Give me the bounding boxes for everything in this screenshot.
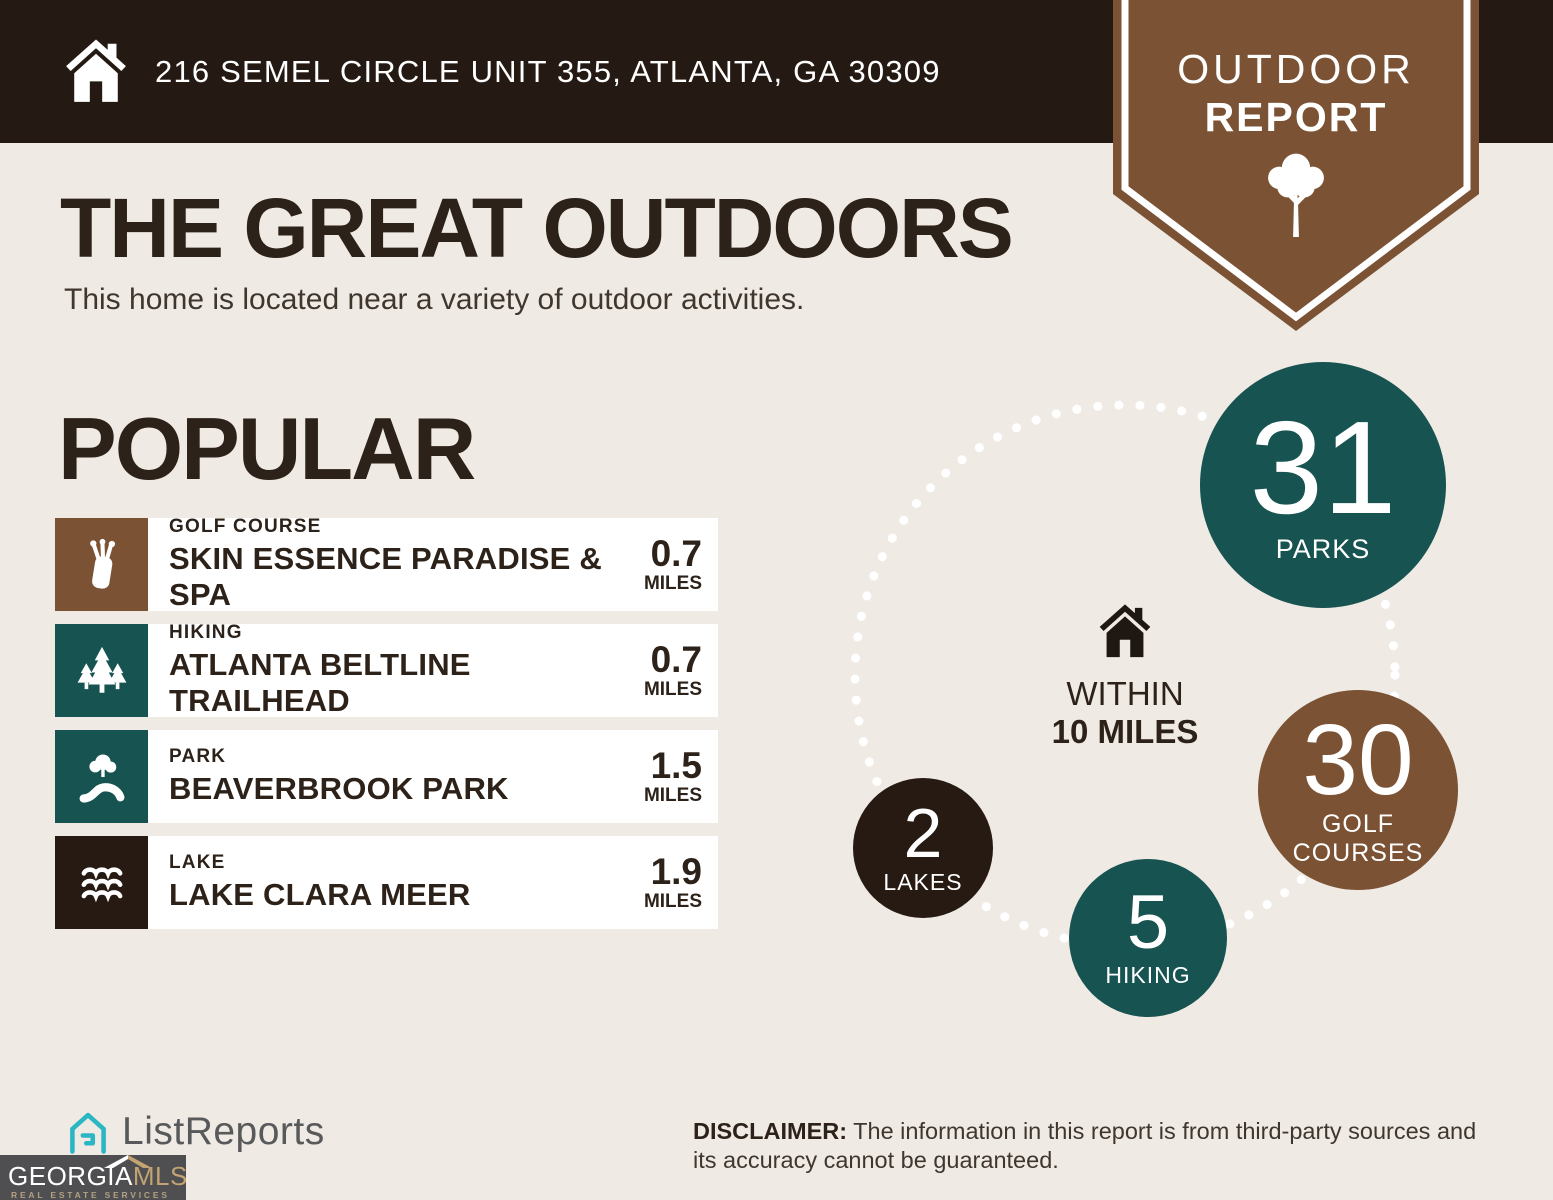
list-item-lake: LAKE LAKE CLARA MEER 1.9 MILES [55,836,718,929]
stat-circle-lakes: 2 LAKES [853,778,993,918]
list-item-golf-course: GOLF COURSE SKIN ESSENCE PARADISE & SPA … [55,516,718,612]
stat-circle-golf-courses: 30 GOLF COURSES [1258,690,1458,890]
badge-title-line1: OUTDOOR [1177,46,1415,92]
stat-label: HIKING [1105,961,1191,988]
park-tree-path-icon [79,754,124,803]
item-category: HIKING [169,622,243,643]
list-item-park: PARK BEAVERBROOK PARK 1.5 MILES [55,730,718,823]
within-label: WITHIN [1066,675,1184,712]
mls-suffix: MLS [132,1161,186,1191]
property-address: 216 SEMEL CIRCLE UNIT 355, ATLANTA, GA 3… [155,53,941,89]
item-category: GOLF COURSE [169,516,322,537]
distance-unit: MILES [643,890,702,912]
stat-value: 30 [1302,703,1414,816]
stat-label: LAKES [883,868,963,895]
listreports-house-icon [70,1112,106,1154]
home-icon [66,39,126,102]
hiking-tile [55,624,148,717]
popular-heading: POPULAR [58,399,476,498]
golf-tile [55,518,148,611]
popular-list: GOLF COURSE SKIN ESSENCE PARADISE & SPA … [55,516,718,929]
disclaimer-label: DISCLAIMER: [693,1118,848,1144]
distance-value: 0.7 [650,638,702,680]
distance-value: 1.5 [650,744,702,786]
item-category: LAKE [169,852,226,873]
item-name: ATLANTA BELTLINE TRAILHEAD [169,647,471,718]
lake-tile [55,836,148,929]
stat-circle-hiking: 5 HIKING [1069,859,1227,1017]
item-name: LAKE CLARA MEER [169,877,471,912]
item-text: LAKE LAKE CLARA MEER [148,836,612,929]
home-icon [1099,604,1151,658]
stat-value: 31 [1249,393,1397,541]
item-distance: 0.7 MILES [612,624,718,717]
item-text: HIKING ATLANTA BELTLINE TRAILHEAD [148,622,612,718]
park-tile [55,730,148,823]
mls-name: GEORGIA [8,1161,133,1191]
page-title: THE GREAT OUTDOORS [60,181,1014,275]
stat-value: 5 [1126,880,1170,966]
distance-value: 1.9 [650,850,702,892]
golf-bag-icon [89,538,115,589]
item-category: PARK [169,746,227,767]
stat-label: GOLF COURSES [1292,809,1424,867]
badge-title-line2: REPORT [1204,94,1388,140]
waves-icon [81,866,122,902]
list-item-hiking: HIKING ATLANTA BELTLINE TRAILHEAD 0.7 MI… [55,622,718,718]
distance-unit: MILES [643,572,702,594]
item-text: GOLF COURSE SKIN ESSENCE PARADISE & SPA [148,516,612,612]
listreports-wordmark: ListReports [122,1110,325,1153]
item-name: SKIN ESSENCE PARADISE & SPA [169,541,602,612]
distance-unit: MILES [643,678,702,700]
mls-wordmark: GEORGIAMLS [8,1163,186,1189]
georgia-mls-logo: GEORGIAMLS REAL ESTATE SERVICES [0,1155,186,1200]
item-distance: 1.5 MILES [612,730,718,823]
disclaimer: DISCLAIMER: The information in this repo… [693,1117,1505,1176]
distance-unit: MILES [643,784,702,806]
page-subtitle: This home is located near a variety of o… [64,283,805,316]
outdoor-report-badge: OUTDOOR REPORT [1113,0,1479,336]
item-distance: 0.7 MILES [612,518,718,611]
item-distance: 1.9 MILES [612,836,718,929]
mls-roof-icon [104,1155,152,1168]
within-miles: 10 MILES [1051,713,1199,750]
listreports-logo: ListReports [62,1104,325,1160]
pine-trees-icon [77,646,126,693]
item-text: PARK BEAVERBROOK PARK [148,730,612,823]
tree-icon [1268,153,1324,237]
item-name: BEAVERBROOK PARK [169,771,509,806]
distance-value: 0.7 [650,532,702,574]
stat-circle-parks: 31 PARKS [1200,362,1446,608]
diagram-center: WITHIN 10 MILES [1015,598,1235,751]
disclaimer-text: The information in this report is from t… [693,1118,1477,1174]
mls-tagline: REAL ESTATE SERVICES [11,1190,170,1200]
stat-label: PARKS [1275,534,1371,565]
stat-value: 2 [903,794,943,873]
